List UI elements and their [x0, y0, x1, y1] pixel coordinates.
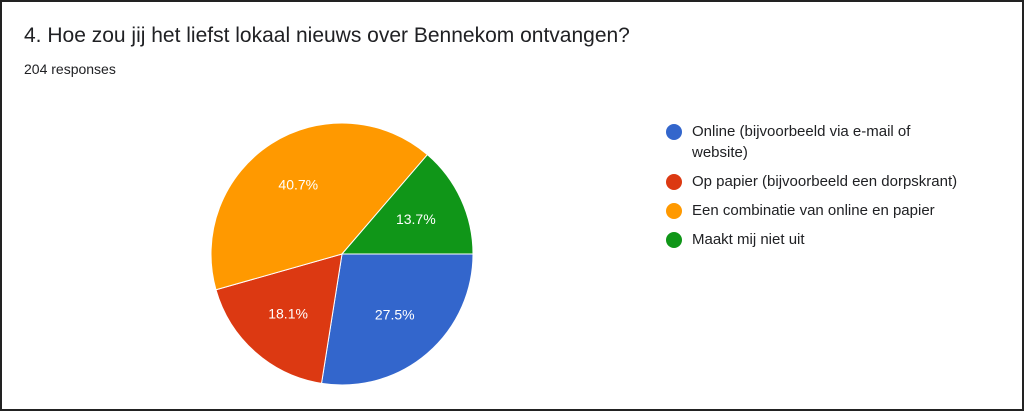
pie-slice	[320, 253, 474, 386]
chart-title: 4. Hoe zou jij het liefst lokaal nieuws …	[24, 24, 630, 47]
pie-slice	[210, 122, 429, 291]
slice-label: 18.1%	[268, 305, 308, 321]
legend-swatch	[666, 124, 682, 140]
legend-label: Online (bijvoorbeeld via e-mail of websi…	[692, 123, 911, 161]
slice-label: 27.5%	[375, 306, 415, 322]
legend-entry: Een combinatie van online en papier	[666, 200, 1006, 221]
legend-label: Maakt mij niet uit	[692, 231, 805, 248]
response-count: 204 responses	[24, 61, 116, 77]
pie-slice	[340, 153, 474, 255]
legend: Online (bijvoorbeeld via e-mail of websi…	[666, 121, 1006, 258]
legend-label: Op papier (bijvoorbeeld een dorpskrant)	[692, 173, 958, 190]
legend-entry: Op papier (bijvoorbeeld een dorpskrant)	[666, 171, 1006, 192]
legend-label: Een combinatie van online en papier	[692, 202, 935, 219]
slice-label: 40.7%	[278, 176, 318, 192]
slice-label: 13.7%	[396, 211, 436, 227]
legend-swatch	[666, 232, 682, 248]
legend-entry: Online (bijvoorbeeld via e-mail of websi…	[666, 121, 1006, 163]
pie-slice	[215, 253, 343, 384]
legend-swatch	[666, 203, 682, 219]
legend-swatch	[666, 174, 682, 190]
legend-entry: Maakt mij niet uit	[666, 229, 1006, 250]
